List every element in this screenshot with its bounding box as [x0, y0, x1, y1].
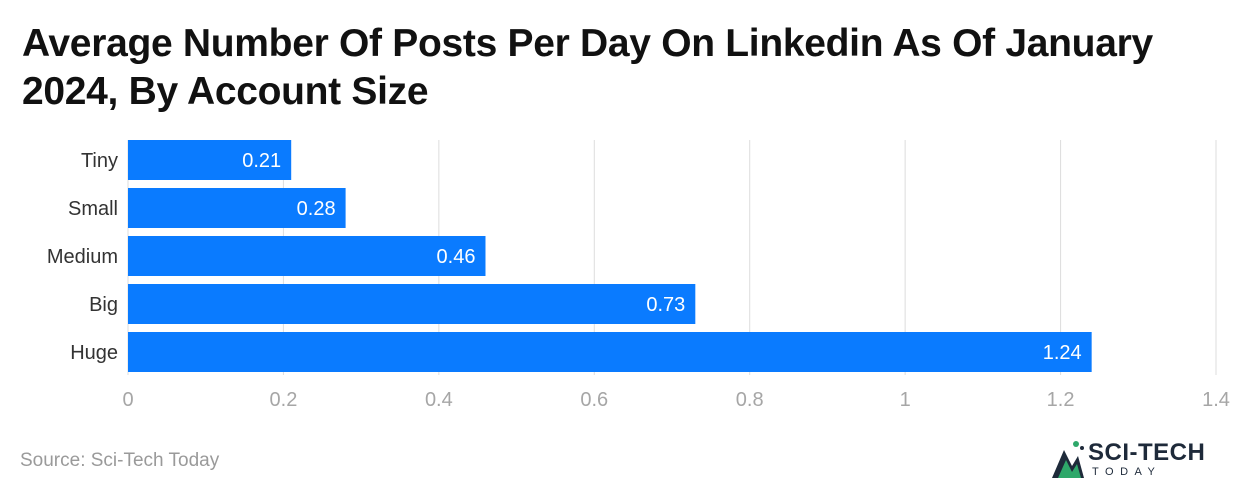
bar-small — [128, 188, 346, 228]
x-tick-label: 0.2 — [270, 389, 298, 411]
x-tick-label: 0.6 — [580, 389, 608, 411]
category-label: Big — [89, 294, 118, 316]
logo-mark-icon — [1052, 441, 1084, 478]
category-label: Medium — [47, 246, 118, 268]
bar-huge — [128, 332, 1092, 372]
category-label: Small — [68, 198, 118, 220]
bar-tiny — [128, 140, 292, 180]
chart-title: Average Number Of Posts Per Day On Linke… — [22, 22, 1153, 113]
data-label: 0.28 — [297, 198, 336, 220]
data-label: 0.73 — [646, 294, 685, 316]
data-label: 0.21 — [242, 150, 281, 172]
x-tick-labels: 0 0.2 0.4 0.6 0.8 1 1.2 1.4 — [122, 389, 1229, 411]
bar-big — [128, 284, 696, 324]
x-tick-label: 0 — [122, 389, 133, 411]
x-tick-label: 0.4 — [425, 389, 453, 411]
logo-sub: TODAY — [1092, 466, 1162, 478]
bars: 0.21 0.28 0.46 0.73 1.24 — [128, 140, 1092, 372]
data-label: 1.24 — [1043, 342, 1082, 364]
category-label: Huge — [70, 342, 118, 364]
x-tick-label: 1 — [900, 389, 911, 411]
bar-medium — [128, 236, 486, 276]
x-tick-label: 1.4 — [1202, 389, 1230, 411]
data-label: 0.46 — [437, 246, 476, 268]
source-note: Source: Sci-Tech Today — [20, 450, 220, 471]
x-tick-label: 1.2 — [1047, 389, 1075, 411]
bar-chart: 0.210.280.460.731.24 TinySmallMediumBigH… — [47, 140, 1230, 411]
category-labels: Tiny Small Medium Big Huge — [47, 150, 118, 364]
x-tick-label: 0.8 — [736, 389, 764, 411]
category-label: Tiny — [81, 150, 118, 172]
sci-tech-logo: SCI-TECH TODAY — [1050, 436, 1230, 484]
logo-name: SCI-TECH — [1088, 439, 1206, 466]
